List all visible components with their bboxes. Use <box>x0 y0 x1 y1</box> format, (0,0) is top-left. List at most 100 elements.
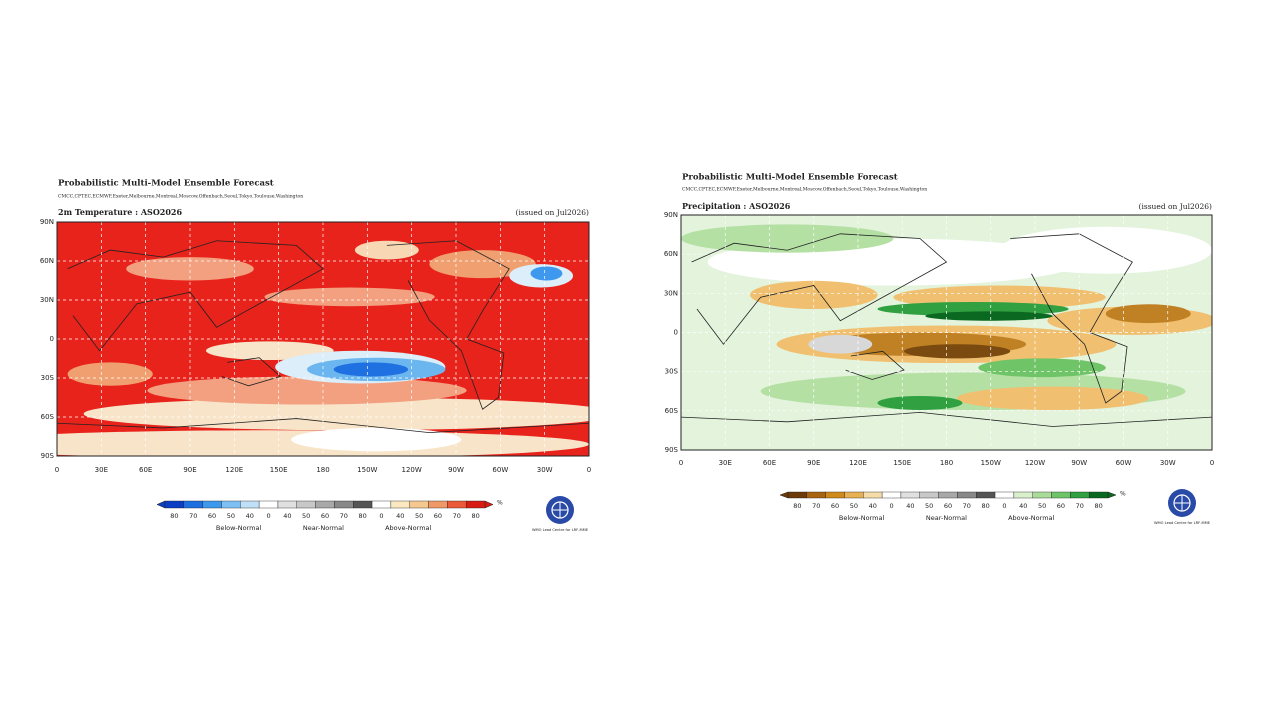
colorbar-label: 80 <box>170 512 178 520</box>
colorbar-swatch <box>994 491 1015 499</box>
longitude-label: 30E <box>719 459 732 467</box>
longitude-label: 90W <box>1071 459 1087 467</box>
probability-region <box>333 362 409 377</box>
colorbar-swatch <box>787 491 808 499</box>
coastline <box>67 240 324 352</box>
map-frame <box>56 221 590 457</box>
longitude-label: 150W <box>357 466 377 474</box>
latitude-label: 60N <box>664 250 678 258</box>
probability-region <box>291 427 462 452</box>
colorbar-label: 60 <box>208 512 216 520</box>
colorbar-end <box>779 491 789 499</box>
probability-region <box>126 257 254 281</box>
category-label: Near-Normal <box>926 514 967 522</box>
coastline <box>845 350 905 380</box>
latitude-label: 30N <box>664 289 678 297</box>
variable-label: Precipitation : ASO2026 <box>682 201 791 211</box>
longitude-label: 150W <box>981 459 1001 467</box>
probability-region <box>904 344 1011 359</box>
coastline <box>1010 233 1133 404</box>
latitude-label: 60S <box>665 407 679 415</box>
coastline <box>57 418 589 434</box>
coastline <box>386 240 510 410</box>
colorbar-label: 40 <box>283 512 291 520</box>
longitude-label: 120W <box>1025 459 1045 467</box>
issued-label: (issued on Jul2026) <box>516 208 590 217</box>
longitude-label: 0 <box>55 466 59 474</box>
colorbar-swatch <box>881 491 902 499</box>
colorbar-label: 0 <box>379 512 383 520</box>
colorbar-label: 40 <box>396 512 404 520</box>
longitude-label: 60E <box>139 466 152 474</box>
map-area <box>57 222 589 456</box>
map-area <box>681 215 1212 450</box>
probability-region <box>957 386 1149 411</box>
longitude-label: 60E <box>763 459 776 467</box>
contributing-centres: CMCC,CPTEC,ECMWF,Exeter,Melbourne,Montre… <box>682 187 927 193</box>
latitude-label: 60S <box>41 413 55 421</box>
contributing-centres: CMCC,CPTEC,ECMWF,Exeter,Melbourne,Montre… <box>58 194 303 200</box>
colorbar-label: 0 <box>1002 502 1006 510</box>
colorbar-label: 60 <box>321 512 329 520</box>
colorbar-swatch <box>258 500 279 509</box>
longitude-label: 0 <box>679 459 683 467</box>
longitude-label: 120W <box>402 466 422 474</box>
category-label: Above-Normal <box>1008 514 1054 522</box>
colorbar-label: 40 <box>906 502 914 510</box>
longitude-label: 180 <box>316 466 329 474</box>
colorbar-swatch <box>221 500 241 509</box>
colorbar-label: 40 <box>869 502 877 510</box>
colorbar-label: 80 <box>982 502 990 510</box>
colorbar-swatch <box>240 500 260 509</box>
colorbar-swatch <box>315 500 335 509</box>
latitude-label: 0 <box>50 335 54 343</box>
probability-region <box>877 395 963 411</box>
colorbar-label: 70 <box>1076 502 1084 510</box>
colorbar-label: 50 <box>227 512 235 520</box>
longitude-label: 60W <box>1116 459 1132 467</box>
colorbar-swatch <box>938 491 958 499</box>
panel-title: Probabilistic Multi-Model Ensemble Forec… <box>682 173 898 183</box>
colorbar-swatch <box>334 500 354 509</box>
colorbar-swatch <box>806 491 826 499</box>
map-panel: Probabilistic Multi-Model Ensemble Forec… <box>40 179 591 533</box>
colorbar-label: 50 <box>302 512 310 520</box>
longitude-label: 30W <box>1160 459 1176 467</box>
coastline <box>691 233 948 345</box>
probability-region <box>530 266 563 281</box>
category-label: Near-Normal <box>303 524 344 532</box>
colorbar-label: 50 <box>415 512 423 520</box>
colorbar-swatch <box>825 491 845 499</box>
colorbar-label: 40 <box>246 512 254 520</box>
longitude-label: 60W <box>492 466 508 474</box>
colorbar-label: 60 <box>944 502 952 510</box>
colorbar-label: 70 <box>812 502 820 510</box>
probability-region <box>681 224 894 253</box>
latitude-label: 90N <box>40 218 54 226</box>
colorbar-swatch <box>1070 491 1090 499</box>
colorbar-swatch <box>353 500 373 509</box>
latitude-label: 0 <box>674 329 678 337</box>
latitude-label: 90S <box>665 446 679 454</box>
longitude-label: 0 <box>587 466 591 474</box>
colorbar-label: 80 <box>359 512 367 520</box>
colorbar-swatch <box>296 500 316 509</box>
colorbar-unit: % <box>1120 491 1126 498</box>
latitude-label: 30N <box>40 296 54 304</box>
colorbar-swatch <box>164 500 185 509</box>
latitude-label: 90S <box>41 452 55 460</box>
colorbar-label: 70 <box>189 512 197 520</box>
colorbar-swatch <box>900 491 920 499</box>
colorbar-swatch <box>863 491 883 499</box>
logo-caption: WMO Lead Centre for LRF-MME <box>1154 521 1211 525</box>
colorbar-swatch <box>277 500 297 509</box>
colorbar-swatch <box>844 491 864 499</box>
longitude-label: 90W <box>448 466 464 474</box>
colorbar-end <box>484 500 494 509</box>
colorbar-label: 60 <box>831 502 839 510</box>
coastline <box>221 357 282 387</box>
colorbar-label: 70 <box>340 512 348 520</box>
probability-region <box>999 226 1212 274</box>
colorbar-swatch <box>1013 491 1033 499</box>
